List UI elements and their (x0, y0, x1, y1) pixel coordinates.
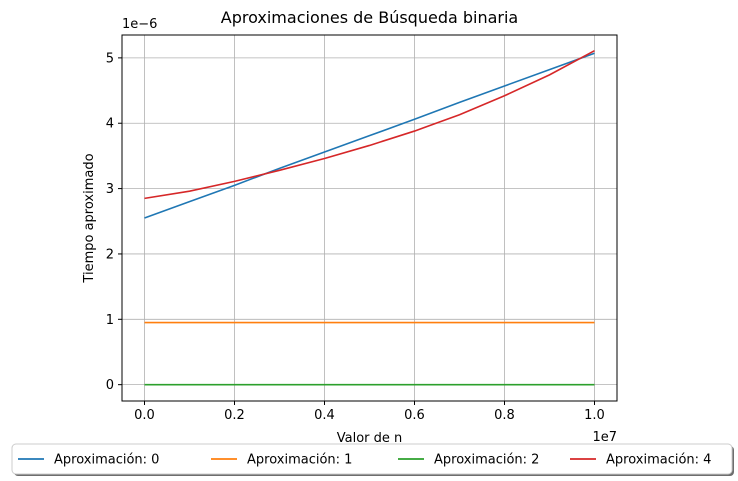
plot-frame (121, 34, 618, 402)
y-tick-label: 5 (106, 51, 114, 66)
series-lines (144, 49, 595, 386)
x-tick-label: 1.0 (584, 408, 605, 423)
x-tick-label: 0.8 (494, 408, 515, 423)
y-tick-label: 3 (106, 182, 114, 197)
legend-box (11, 443, 733, 475)
x-tick-label: 0.0 (134, 408, 155, 423)
legend-label: Aproximación: 4 (606, 453, 711, 468)
axis-ticks: 0.0 0.2 0.4 0.6 0.8 1.0 0 1 2 3 4 5 (106, 51, 605, 423)
legend-label: Aproximación: 2 (434, 453, 539, 468)
y-axis-offset-text: 1e−6 (122, 17, 157, 32)
series-line-0 (144, 52, 595, 219)
legend: Aproximación: 0 Aproximación: 1 Aproximaci… (11, 443, 734, 476)
y-tick-label: 0 (106, 378, 114, 393)
legend-label: Aproximación: 1 (247, 453, 352, 468)
y-tick-label: 4 (106, 117, 114, 132)
chart-title: Aproximaciones de Búsqueda binaria (221, 8, 518, 27)
x-axis-offset-text: 1e7 (592, 430, 617, 445)
x-tick-label: 0.2 (224, 408, 245, 423)
y-tick-label: 2 (106, 247, 114, 262)
y-axis-label: Tiempo aproximado (82, 153, 97, 283)
x-tick-label: 0.6 (404, 408, 425, 423)
y-tick-label: 1 (106, 313, 114, 328)
x-tick-label: 0.4 (314, 408, 335, 423)
series-line-3 (144, 49, 595, 200)
legend-label: Aproximación: 0 (54, 453, 159, 468)
x-axis-label: Valor de n (337, 431, 403, 446)
